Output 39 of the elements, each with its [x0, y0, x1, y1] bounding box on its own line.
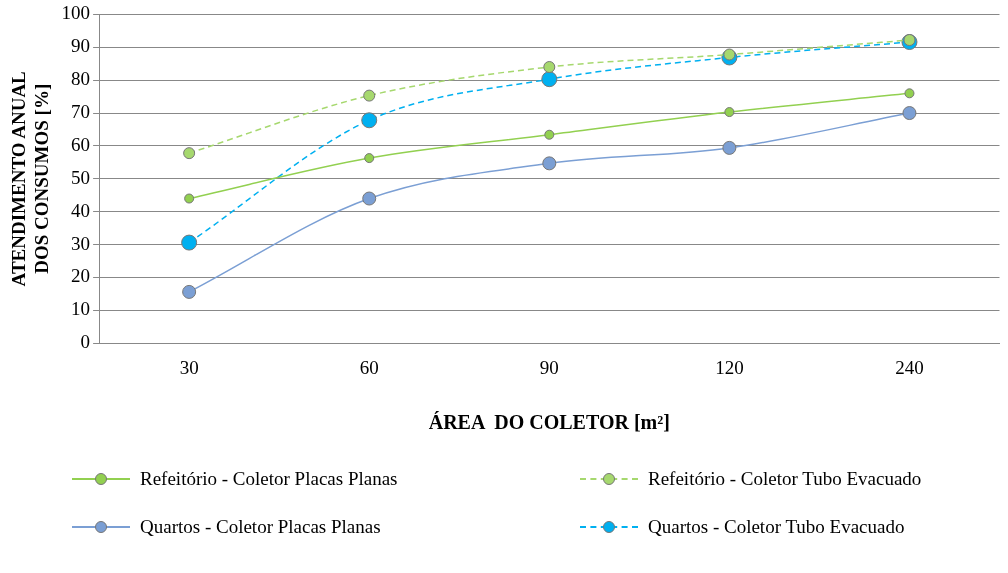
- y-tick-label: 60: [71, 133, 91, 155]
- x-tick-label: 60: [359, 356, 379, 378]
- point: [724, 107, 735, 118]
- legend-label: Refeitório - Coletor Placas Planas: [140, 468, 398, 490]
- y-tick-label: 40: [71, 199, 91, 221]
- point: [542, 156, 557, 171]
- point: [184, 193, 195, 204]
- point: [361, 112, 378, 129]
- point: [182, 284, 197, 299]
- y-tick-label: 0: [80, 331, 91, 353]
- point: [363, 89, 376, 102]
- point: [544, 129, 555, 140]
- y-tick-label: 20: [71, 265, 91, 287]
- point: [364, 153, 375, 164]
- y-tick-label: 80: [71, 68, 91, 90]
- legend-label: Quartos - Coletor Tubo Evacuado: [648, 516, 905, 538]
- y-tick-label: 10: [71, 298, 91, 320]
- point: [183, 147, 196, 160]
- y-tick-label: 100: [61, 2, 91, 24]
- point: [902, 106, 917, 121]
- y-tick-label: 70: [71, 101, 91, 123]
- y-tick-label: 90: [71, 35, 91, 57]
- point: [181, 234, 198, 251]
- point: [904, 88, 915, 99]
- y-axis-title: ATENDIMENTO ANUAL DOS CONSUMOS [%]: [8, 71, 53, 287]
- legend-label: Quartos - Coletor Placas Planas: [140, 516, 381, 538]
- y-tick-label: 30: [71, 232, 91, 254]
- point: [722, 140, 737, 155]
- x-tick-label: 120: [715, 356, 744, 378]
- x-tick-label: 90: [539, 356, 559, 378]
- legend-label: Refeitório - Coletor Tubo Evacuado: [648, 468, 922, 490]
- x-axis-title: ÁREA DO COLETOR [m²]: [428, 411, 670, 434]
- x-tick-label: 30: [179, 356, 199, 378]
- point: [543, 61, 556, 74]
- point: [362, 191, 377, 206]
- x-tick-label: 240: [895, 356, 924, 378]
- y-tick-label: 50: [71, 166, 91, 188]
- point: [723, 48, 736, 61]
- point: [541, 71, 558, 88]
